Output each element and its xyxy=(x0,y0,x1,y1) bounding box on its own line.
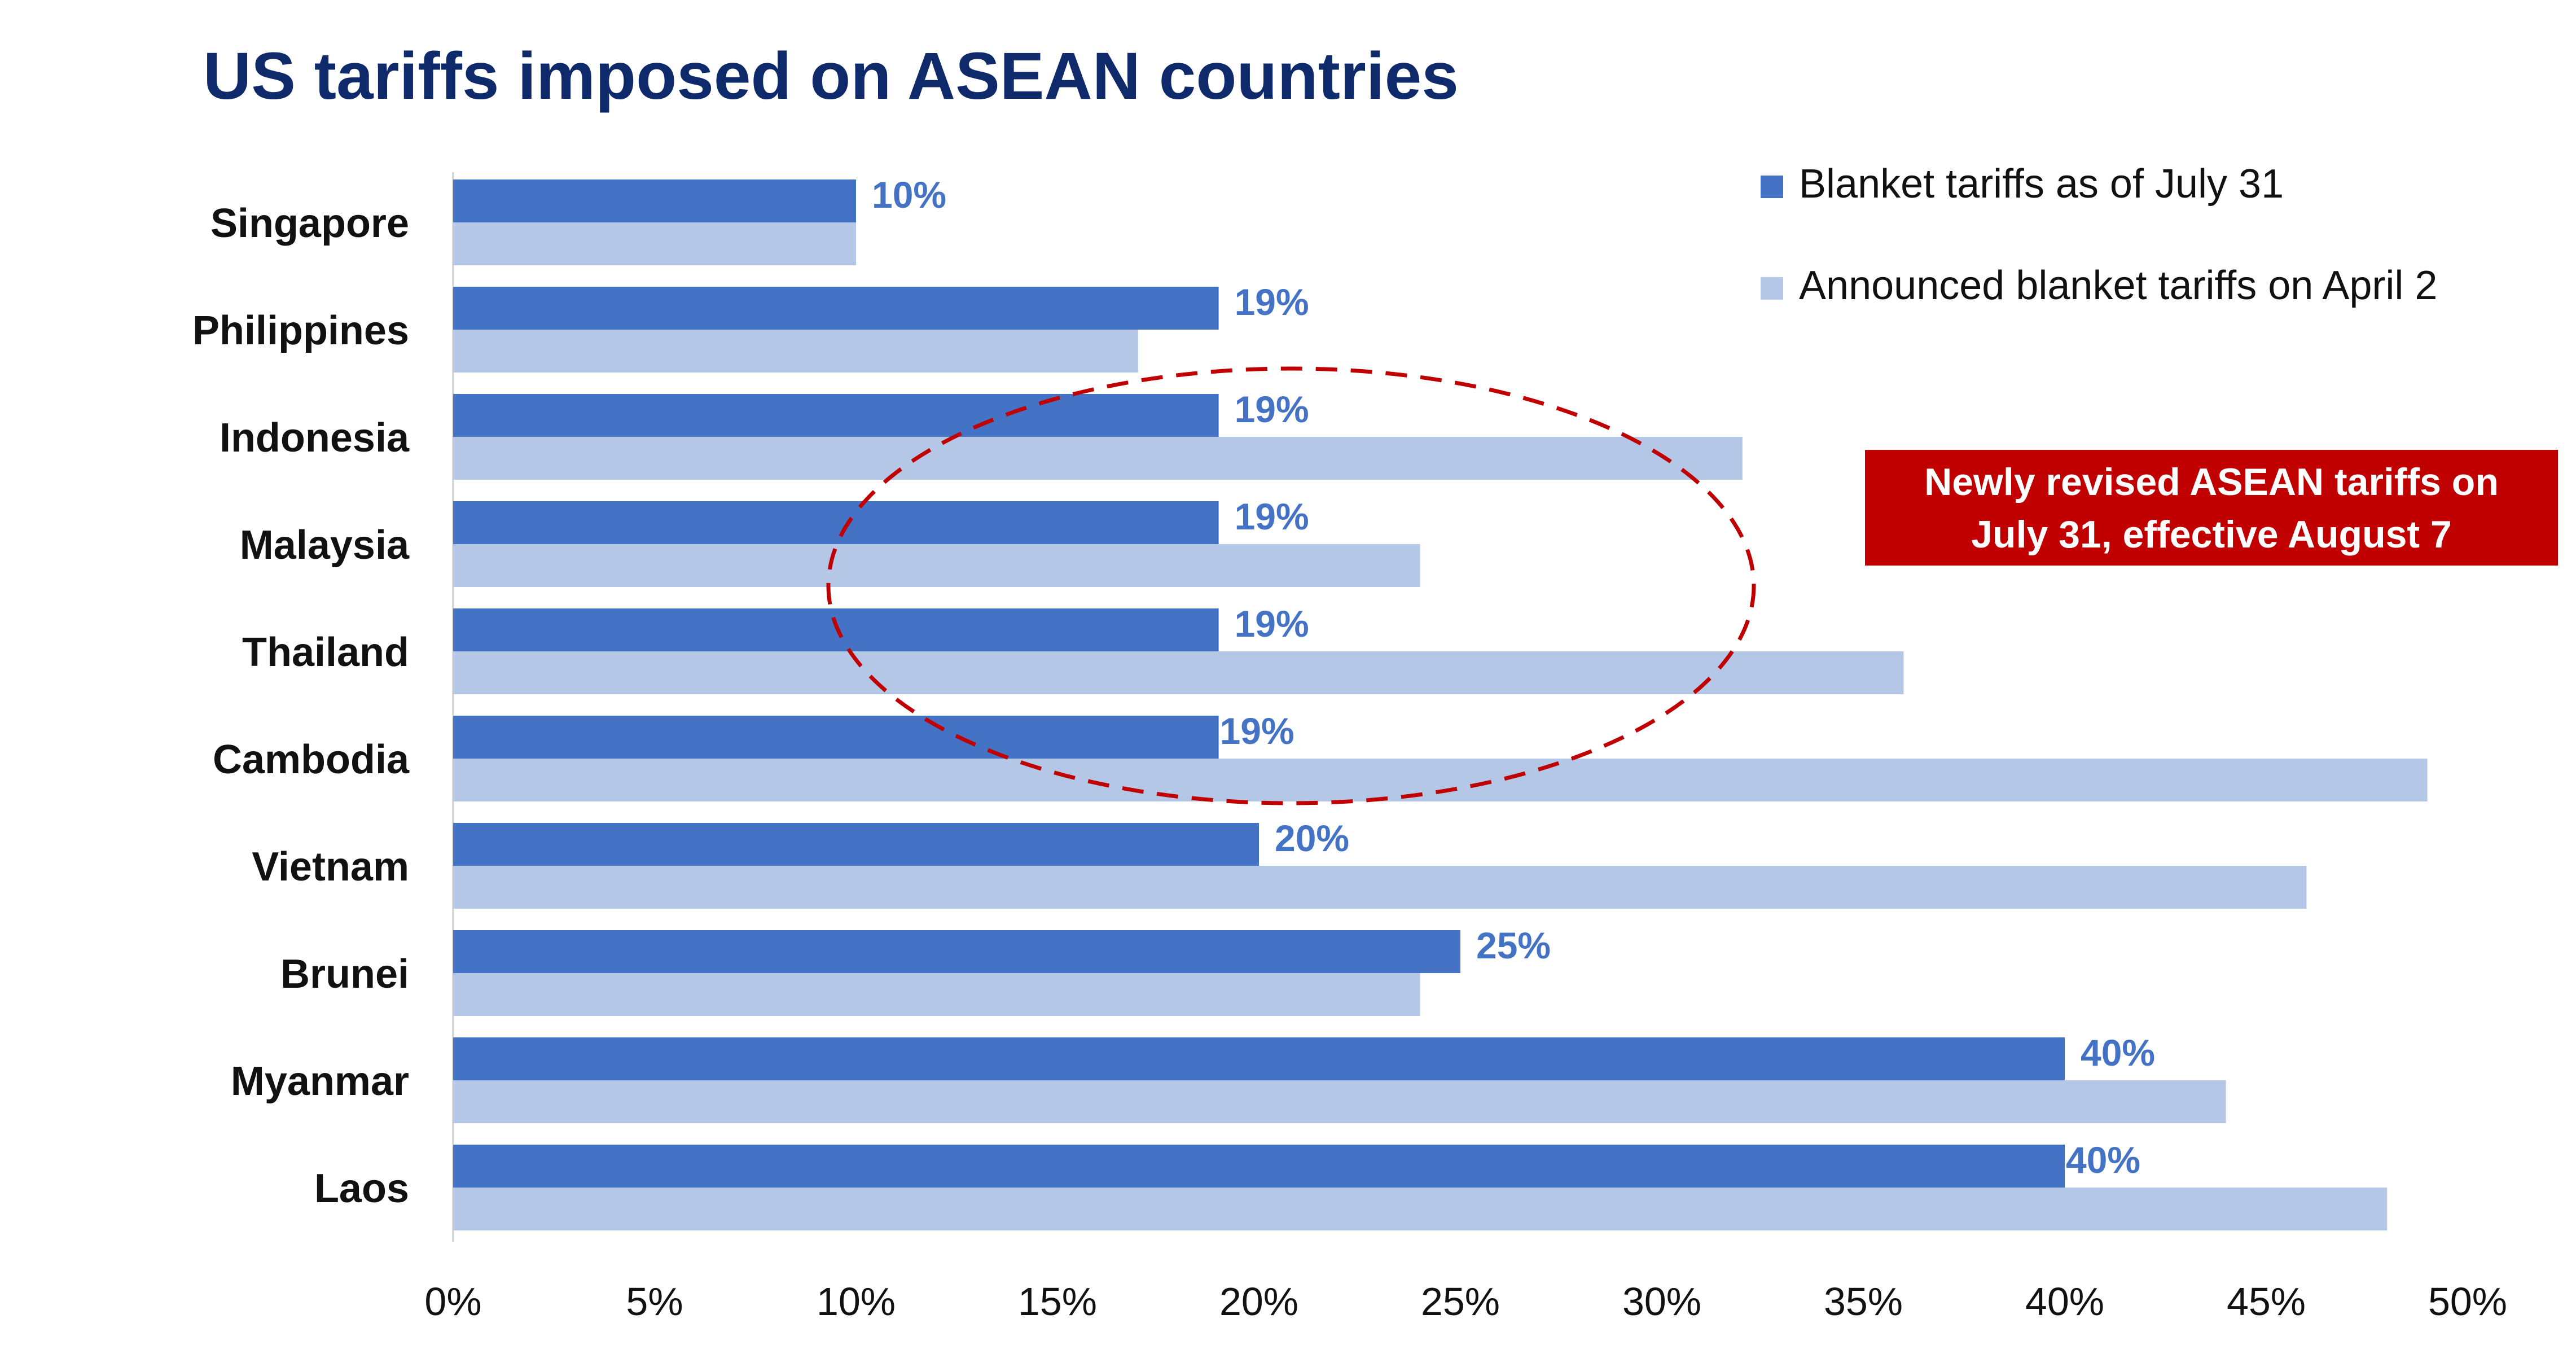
bar-april2-indonesia xyxy=(453,437,1743,480)
x-tick-label: 5% xyxy=(626,1280,683,1324)
category-label-brunei: Brunei xyxy=(280,952,409,997)
bar-july31-vietnam xyxy=(453,823,1259,866)
x-axis-ticks: 0% 5% 10% 15% 20% 25% 30% 35% 40% 45% 50% xyxy=(424,1280,2507,1324)
data-label-philippines: 19% xyxy=(1235,281,1309,323)
data-label-indonesia: 19% xyxy=(1235,388,1309,430)
x-tick-label: 35% xyxy=(1824,1280,1903,1324)
bars-group xyxy=(453,179,2428,1230)
category-label-myanmar: Myanmar xyxy=(231,1059,409,1104)
data-label-cambodia: 19% xyxy=(1220,710,1294,752)
bar-july31-philippines xyxy=(453,287,1219,330)
bar-july31-cambodia xyxy=(453,716,1219,759)
data-label-malaysia: 19% xyxy=(1235,496,1309,537)
category-label-malaysia: Malaysia xyxy=(240,523,410,568)
chart-title: US tariffs imposed on ASEAN countries xyxy=(203,39,1459,113)
category-labels: Singapore Philippines Indonesia Malaysia Tha… xyxy=(192,201,410,1211)
annotation-line-1: Newly revised ASEAN tariffs on xyxy=(1924,461,2499,503)
bar-july31-singapore xyxy=(453,179,856,222)
data-labels: 10% 19% 19% 19% 19% 19% 20% 25% 40% 40% xyxy=(872,174,2155,1181)
bar-july31-malaysia xyxy=(453,501,1219,544)
x-tick-label: 30% xyxy=(1622,1280,1701,1324)
bar-april2-malaysia xyxy=(453,544,1420,587)
highlight-ellipse xyxy=(826,366,1756,805)
category-label-singapore: Singapore xyxy=(210,201,409,246)
legend-swatch-blanket-july xyxy=(1761,176,1783,198)
category-label-laos: Laos xyxy=(314,1166,409,1211)
x-tick-label: 20% xyxy=(1219,1280,1298,1324)
bar-april2-philippines xyxy=(453,330,1138,373)
data-label-vietnam: 20% xyxy=(1275,817,1349,859)
x-tick-label: 45% xyxy=(2227,1280,2306,1324)
legend: Blanket tariffs as of July 31 Announced … xyxy=(1761,161,2437,308)
annotation-background xyxy=(1865,450,2558,566)
x-tick-label: 25% xyxy=(1421,1280,1500,1324)
data-label-brunei: 25% xyxy=(1476,925,1551,966)
x-tick-label: 15% xyxy=(1018,1280,1097,1324)
legend-label-blanket-july: Blanket tariffs as of July 31 xyxy=(1799,161,2284,207)
x-tick-label: 50% xyxy=(2428,1280,2507,1324)
bar-april2-myanmar xyxy=(453,1080,2226,1123)
x-tick-label: 0% xyxy=(424,1280,481,1324)
bar-july31-brunei xyxy=(453,930,1460,973)
bar-april2-vietnam xyxy=(453,866,2307,909)
data-label-laos: 40% xyxy=(2066,1139,2140,1181)
bar-april2-laos xyxy=(453,1188,2388,1230)
annotation-line-2: July 31, effective August 7 xyxy=(1971,513,2452,556)
x-tick-label: 10% xyxy=(817,1280,896,1324)
bar-july31-indonesia xyxy=(453,394,1219,437)
x-tick-label: 40% xyxy=(2025,1280,2104,1324)
bar-july31-laos xyxy=(453,1145,2065,1188)
bar-april2-thailand xyxy=(453,651,1904,694)
bar-july31-myanmar xyxy=(453,1037,2065,1080)
annotation-box: Newly revised ASEAN tariffs on July 31, … xyxy=(1865,450,2558,566)
category-label-cambodia: Cambodia xyxy=(213,737,410,782)
category-label-indonesia: Indonesia xyxy=(220,415,410,461)
bar-april2-brunei xyxy=(453,973,1420,1016)
bar-april2-singapore xyxy=(453,222,856,265)
data-label-singapore: 10% xyxy=(872,174,946,216)
bar-april2-cambodia xyxy=(453,759,2428,801)
legend-label-announced-april: Announced blanket tariffs on April 2 xyxy=(1799,263,2437,308)
category-label-vietnam: Vietnam xyxy=(252,844,409,890)
category-label-philippines: Philippines xyxy=(192,308,409,353)
legend-swatch-announced-april xyxy=(1761,277,1783,300)
data-label-myanmar: 40% xyxy=(2081,1032,2155,1074)
category-label-thailand: Thailand xyxy=(242,630,409,675)
data-label-thailand: 19% xyxy=(1235,603,1309,645)
